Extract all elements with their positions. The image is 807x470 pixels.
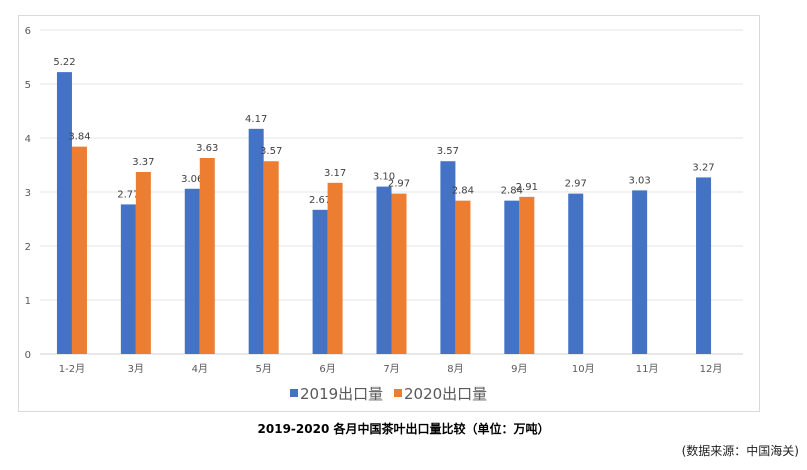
bar-2019 [248,128,264,354]
bar-2019 [184,188,200,354]
bar-2019 [696,177,712,354]
bar-2019 [568,193,584,354]
legend-swatch [394,389,402,397]
y-tick-label: 1 [25,296,31,307]
data-label: 3.57 [437,146,459,157]
bar-2019 [504,200,520,354]
x-tick-label: 3月 [128,363,144,375]
data-label: 3.06 [181,174,203,185]
x-tick-label: 5月 [255,363,271,375]
data-label: 3.03 [629,175,651,186]
data-label: 3.27 [692,162,714,173]
bar-2019 [632,190,648,354]
x-tick-label: 7月 [383,363,399,375]
legend-label: 2020出口量 [404,385,487,403]
bar-2020 [135,172,151,354]
data-label: 2.84 [501,186,523,197]
data-label: 2.91 [516,182,538,193]
data-label: 4.17 [245,114,267,125]
data-label: 3.17 [324,168,346,179]
x-tick-label: 6月 [319,363,335,375]
bar-2020 [519,196,535,354]
data-label: 2.97 [565,179,587,190]
data-label: 3.57 [260,146,282,157]
y-tick-label: 3 [25,188,31,199]
data-label: 2.84 [452,186,474,197]
data-label: 3.10 [373,172,395,183]
bar-2019 [376,186,392,354]
bar-2019 [312,209,328,354]
data-label: 2.67 [309,195,331,206]
x-tick-label: 11月 [636,363,659,375]
y-tick-label: 6 [25,26,31,37]
x-tick-label: 12月 [700,363,723,375]
y-tick-label: 2 [25,242,31,253]
bar-2019 [440,161,456,354]
bar-2020 [263,161,279,354]
x-tick-label: 10月 [572,363,595,375]
x-tick-label: 9月 [511,363,527,375]
data-source: (数据来源：中国海关) [681,444,799,458]
bar-2020 [199,157,215,354]
data-label: 5.22 [53,57,75,68]
bar-2020 [327,182,343,354]
x-tick-label: 4月 [192,363,208,375]
data-label: 2.77 [117,189,139,200]
y-tick-label: 0 [25,350,31,361]
chart-frame [18,15,760,412]
bar-2020 [71,146,87,354]
legend-swatch [290,389,298,397]
data-label: 3.84 [68,132,90,143]
y-tick-label: 4 [25,134,31,145]
y-tick-label: 5 [25,80,31,91]
x-tick-label: 8月 [447,363,463,375]
bar-2019 [56,72,72,355]
data-label: 2.97 [388,179,410,190]
x-tick-label: 1-2月 [59,363,85,375]
bar-2019 [120,204,136,354]
bar-2020 [391,193,407,354]
chart-title: 2019-2020 各月中国茶叶出口量比较（单位：万吨） [257,422,550,436]
legend-label: 2019出口量 [300,385,383,403]
bar-2020 [455,200,471,354]
data-label: 3.37 [132,157,154,168]
data-label: 3.63 [196,143,218,154]
